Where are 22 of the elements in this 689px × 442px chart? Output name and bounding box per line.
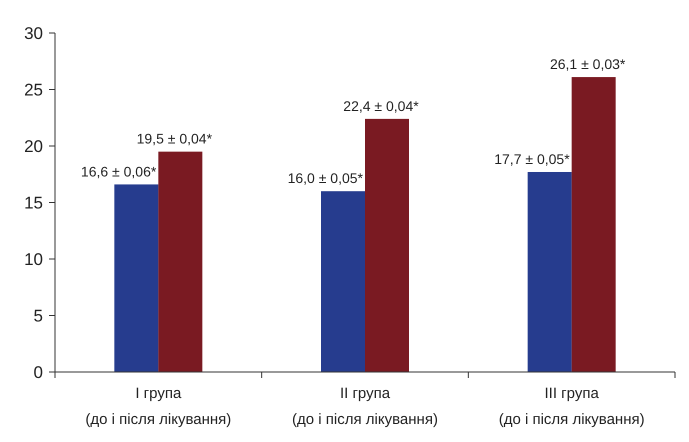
data-label: 16,6 ± 0,06* <box>80 163 157 180</box>
x-tick-label: III група (до і після лікування) <box>498 385 645 428</box>
y-tick-label: 25 <box>24 80 43 100</box>
bar <box>114 184 158 372</box>
data-label: 22,4 ± 0,04* <box>343 98 420 114</box>
data-label: 16,0 ± 0,05* <box>288 170 364 186</box>
y-tick-label: 10 <box>24 250 43 269</box>
y-tick-label: 30 <box>24 24 43 43</box>
bar <box>158 152 202 372</box>
bar <box>365 118 409 372</box>
x-tick-label: I група (до і після лікування) <box>85 385 232 428</box>
bar <box>321 191 365 372</box>
bar <box>528 172 572 372</box>
y-tick-label: 5 <box>34 306 43 326</box>
bar <box>572 77 616 372</box>
data-label: 26,1 ± 0,03* <box>550 56 626 72</box>
y-tick-label: 15 <box>24 193 43 212</box>
data-label: 19,5 ± 0,04* <box>136 130 213 147</box>
y-tick-label: 20 <box>24 136 43 156</box>
data-label: 17,7 ± 0,05* <box>494 150 570 167</box>
y-tick-label: 0 <box>34 362 43 382</box>
x-tick-label: II група (до і після лікування) <box>292 385 438 428</box>
